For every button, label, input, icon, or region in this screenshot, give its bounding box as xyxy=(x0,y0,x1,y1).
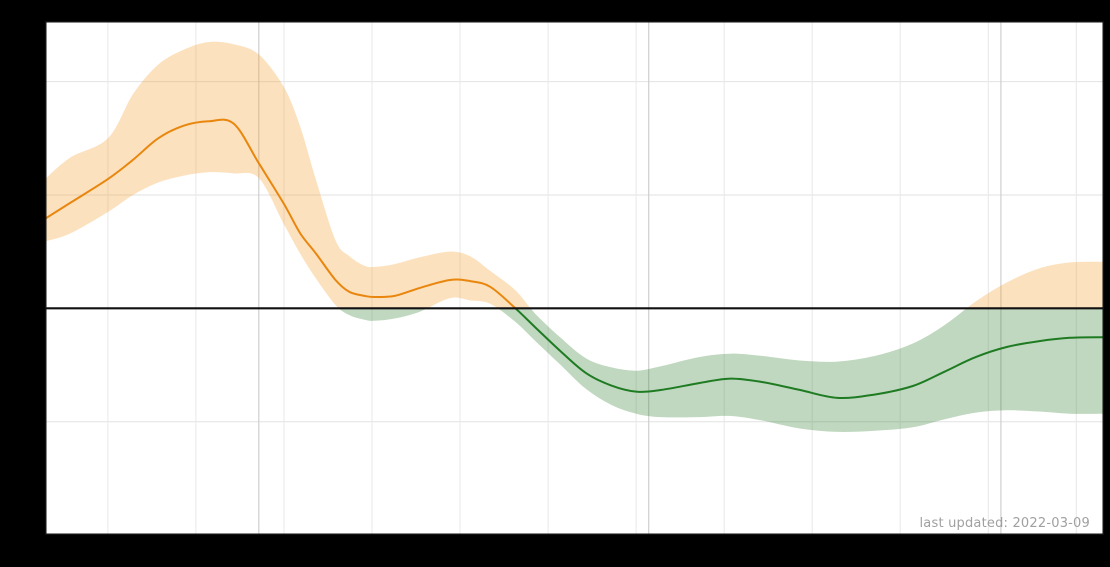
uncertainty-band-positive xyxy=(45,41,1104,309)
gridlines xyxy=(45,21,1104,535)
plot-area xyxy=(45,21,1104,535)
uncertainty-band-negative xyxy=(338,308,1104,432)
mean-line-positive xyxy=(45,118,517,309)
plot-spines xyxy=(45,21,1104,535)
series-index xyxy=(45,41,1104,432)
mean-line-negative xyxy=(513,308,1104,400)
last-updated-label: last updated: 2022-03-09 xyxy=(919,516,1090,531)
